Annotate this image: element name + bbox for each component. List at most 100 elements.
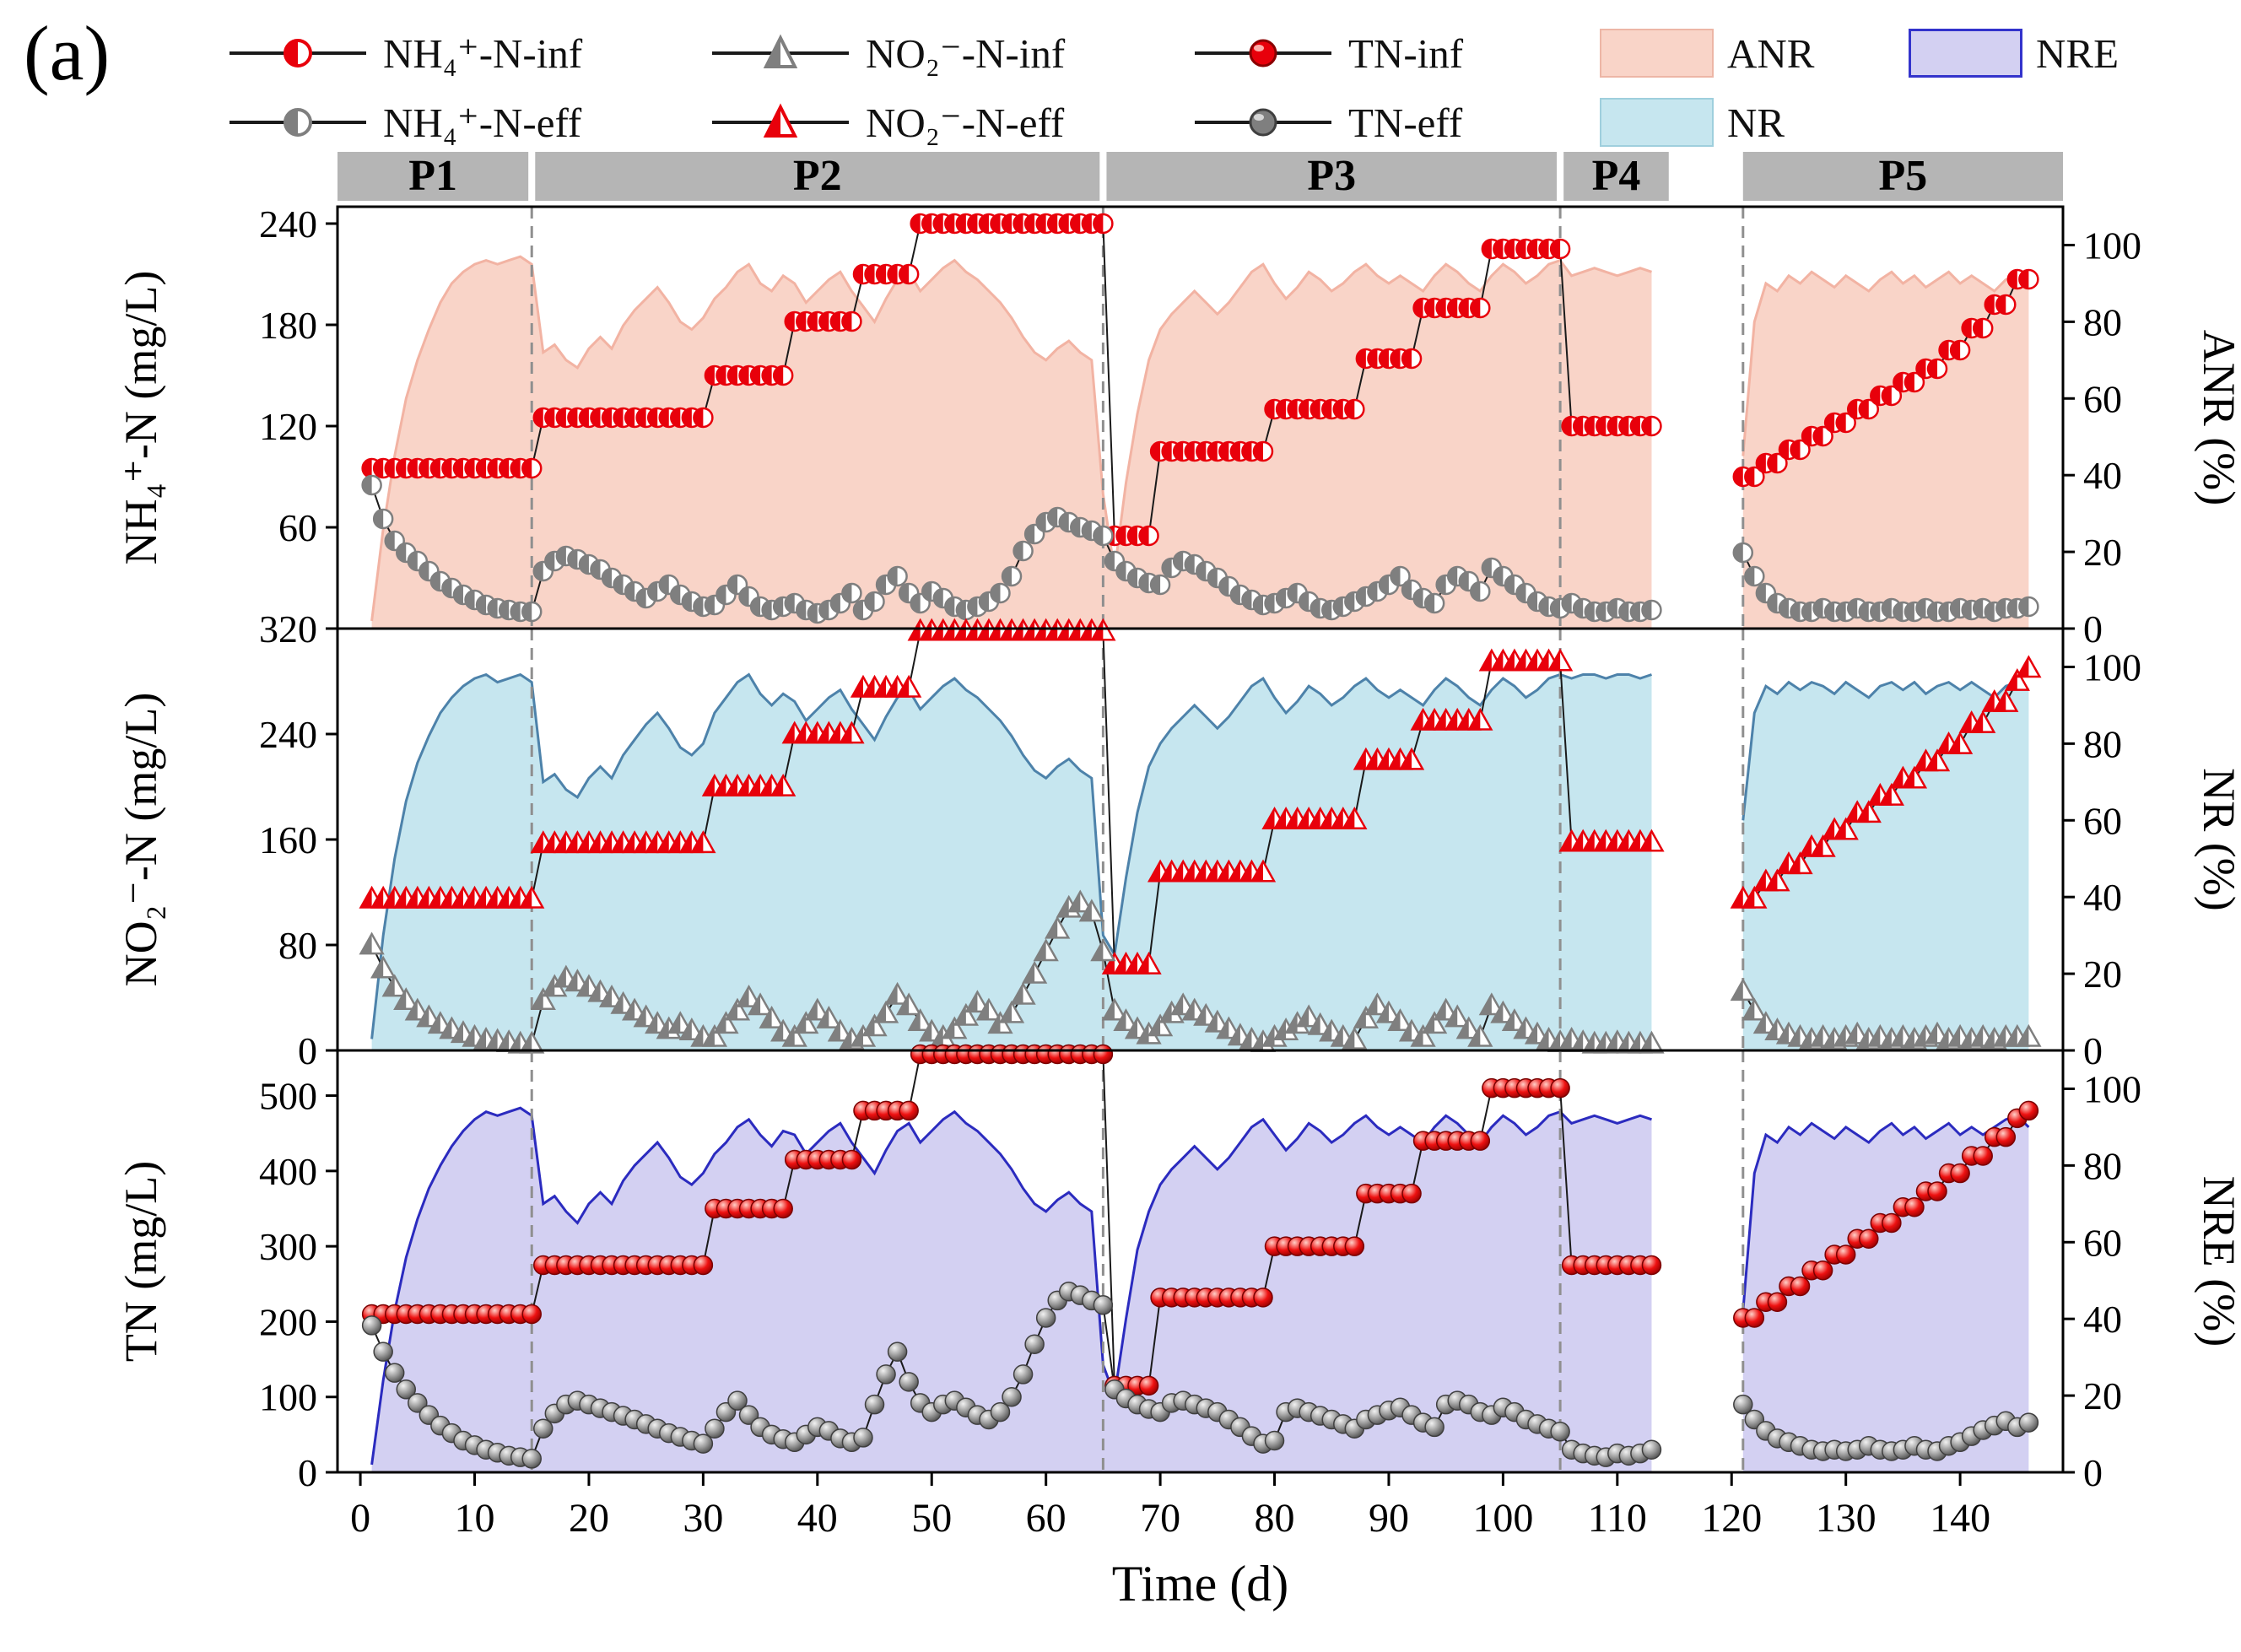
legend-label: NO₂⁻-N-eff (866, 99, 1065, 146)
y-tick-label: 240 (259, 202, 317, 246)
nre-edge-line (370, 1106, 1652, 1466)
legend-label: ANR (1727, 30, 1815, 77)
ball-red-icon (1195, 39, 1331, 67)
y-tick-label: 160 (259, 818, 317, 861)
legend-label: NH₄⁺-N-inf (383, 30, 583, 77)
left-axis-title: NH₄⁺-N (mg/L) (116, 271, 166, 565)
legend-label: TN-inf (1348, 30, 1464, 77)
right-axis-title: NR (%) (2194, 768, 2241, 910)
phase-label-P3: P3 (1307, 152, 1356, 200)
y2-tick-label: 20 (2083, 953, 2122, 996)
y-tick-label: 80 (278, 924, 317, 967)
anr-edge-line (370, 255, 1652, 622)
series-ball-red-red (361, 1044, 2039, 1396)
panel-nh4: 60 120 180 240 0 20 40 60 80 100 NH₄⁺-N (mg/L) ANR … (116, 202, 2241, 651)
legend-label: NRE (2036, 30, 2119, 77)
y2-tick-label: 100 (2083, 645, 2141, 688)
nr-area (371, 674, 1652, 1050)
anr-area (371, 256, 1652, 629)
anr-edge-line (1742, 270, 2030, 456)
y2-tick-label: 20 (2083, 531, 2122, 574)
y2-tick-label: 40 (2083, 454, 2122, 497)
x-tick-label: 0 (350, 1496, 370, 1541)
legend-item-tn-eff: TN-eff (1191, 91, 1462, 154)
y2-tick-label: 40 (2083, 1298, 2122, 1341)
y2-tick-label: 20 (2083, 1374, 2122, 1417)
y2-tick-label: 0 (2083, 607, 2103, 651)
legend-item-nr: NR (1600, 91, 1785, 154)
x-tick-label: 40 (797, 1496, 838, 1541)
right-axis-title: ANR (%) (2194, 330, 2241, 505)
ball-gray-icon (1195, 108, 1331, 137)
legend-item-no2-eff: NO₂⁻-N-eff (709, 91, 1064, 154)
phase-label-P4: P4 (1592, 152, 1641, 200)
y-tick-label: 100 (259, 1376, 317, 1419)
half-circle-gray-icon (230, 108, 366, 137)
x-tick-label: 90 (1369, 1496, 1409, 1541)
y-tick-label: 200 (259, 1300, 317, 1343)
series-half-triangle-red (359, 618, 2042, 974)
legend-item-nre: NRE (1909, 22, 2119, 84)
x-tick-label: 140 (1930, 1496, 1990, 1541)
nre-swatch-icon (1909, 29, 2022, 78)
x-tick-label: 30 (683, 1496, 723, 1541)
nre-area (1742, 1115, 2029, 1472)
nr-swatch-icon (1600, 98, 1714, 147)
series-half-triangle-gray (359, 889, 2042, 1054)
y2-tick-label: 80 (2083, 722, 2122, 765)
x-tick-label: 10 (455, 1496, 495, 1541)
series-half-circle-red (361, 213, 2039, 547)
legend-item-anr: ANR (1600, 22, 1814, 84)
series-half-circle-gray (361, 474, 2039, 624)
y2-tick-label: 60 (2083, 1221, 2122, 1264)
left-axis-title: NO₂⁻-N (mg/L) (116, 693, 166, 987)
legend-item-tn-inf: TN-inf (1191, 22, 1463, 84)
legend-label: TN-eff (1348, 99, 1463, 146)
legend-item-nh4-eff: NH₄⁺-N-eff (226, 91, 581, 154)
nr-edge-line (370, 672, 1652, 1039)
y2-tick-label: 0 (2083, 1451, 2103, 1494)
legend-item-nh4-inf: NH₄⁺-N-inf (226, 22, 582, 84)
x-tick-label: 110 (1588, 1496, 1647, 1541)
nr-area (1742, 682, 2029, 1050)
nre-area (371, 1108, 1652, 1472)
panel-tn: 0 100 200 300 400 500 0 20 40 60 80 100 TN (mg/L) NRE… (116, 1044, 2241, 1494)
phase-label-P5: P5 (1879, 152, 1928, 200)
x-tick-label: 60 (1026, 1496, 1066, 1541)
nr-edge-line (1742, 680, 2030, 821)
x-tick-label: 50 (911, 1496, 952, 1541)
y2-tick-label: 100 (2083, 1067, 2141, 1110)
y2-tick-label: 100 (2083, 224, 2141, 267)
x-tick-label: 120 (1701, 1496, 1762, 1541)
right-axis-title: NRE (%) (2194, 1176, 2241, 1347)
x-tick-label: 70 (1140, 1496, 1180, 1541)
anr-area (1742, 272, 2029, 629)
y-tick-label: 400 (259, 1150, 317, 1193)
x-tick-label: 130 (1816, 1496, 1876, 1541)
y2-tick-label: 60 (2083, 799, 2122, 842)
y2-tick-label: 80 (2083, 1144, 2122, 1187)
legend-label: NH₄⁺-N-eff (383, 99, 582, 146)
y-tick-label: 320 (259, 607, 317, 651)
y-tick-label: 300 (259, 1225, 317, 1268)
legend-label: NR (1727, 99, 1785, 146)
phase-bar-P3 (1106, 152, 1558, 201)
phase-bar-P1 (338, 152, 529, 201)
half-triangle-red-icon (712, 103, 849, 138)
y2-tick-label: 80 (2083, 300, 2122, 343)
x-tick-label: 80 (1255, 1496, 1295, 1541)
half-circle-red-icon (230, 39, 366, 67)
legend-label: NO₂⁻-N-inf (866, 30, 1066, 77)
y-tick-label: 60 (278, 506, 317, 549)
y2-tick-label: 60 (2083, 377, 2122, 420)
phase-bar-P5 (1742, 152, 2063, 201)
phase-bar-P4 (1563, 152, 1669, 201)
phase-bar-P2 (535, 152, 1100, 201)
panel-no2: 0 80 160 240 320 0 20 40 60 80 100 NO₂⁻-N (mg/L) NR … (116, 607, 2241, 1072)
y-tick-label: 240 (259, 713, 317, 756)
legend-item-no2-inf: NO₂⁻-N-inf (709, 22, 1065, 84)
phase-label-P2: P2 (793, 152, 842, 200)
half-triangle-gray-icon (712, 34, 849, 68)
